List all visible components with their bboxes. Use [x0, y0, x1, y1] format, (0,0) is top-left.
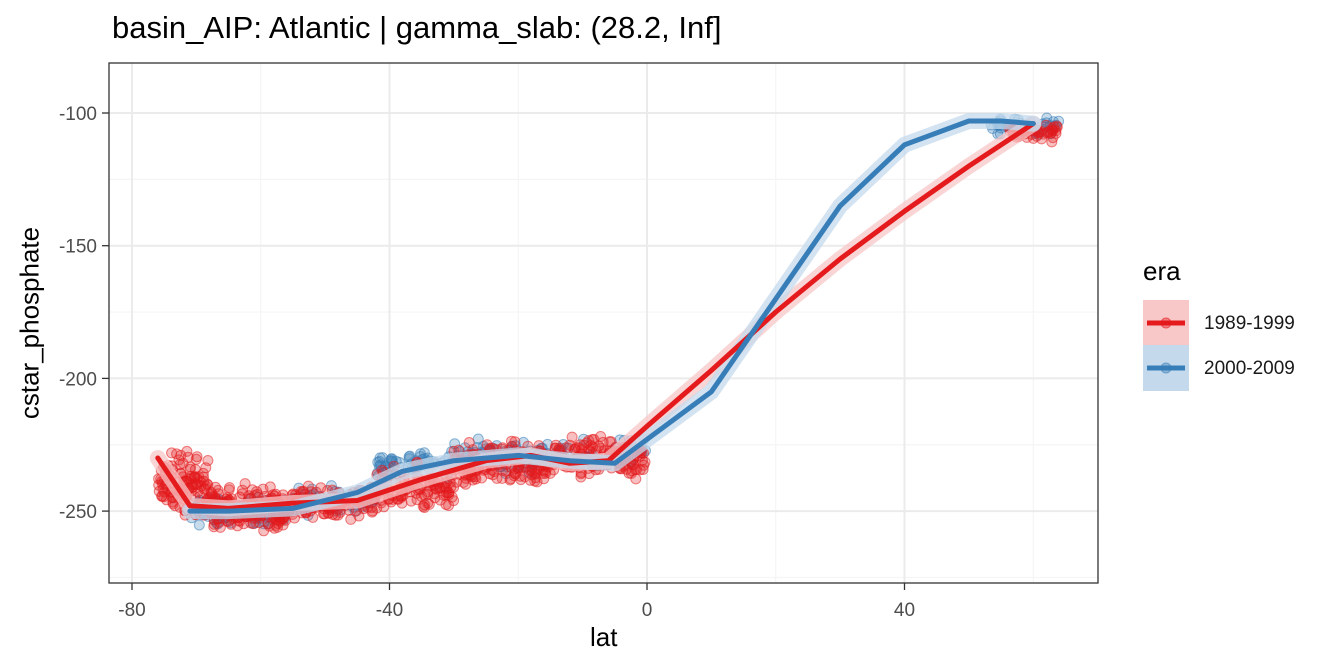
point-1989-1999	[345, 513, 357, 525]
point-1989-1999	[442, 487, 454, 499]
point-2000-2009	[193, 519, 205, 531]
point-1989-1999	[467, 474, 479, 486]
y-tick-label: -100	[59, 104, 97, 125]
point-1989-1999	[264, 481, 276, 493]
point-1989-1999	[422, 497, 434, 509]
point-1989-1999	[181, 445, 193, 457]
point-1989-1999	[315, 482, 327, 494]
point-2000-2009	[374, 452, 386, 464]
point-1989-1999	[202, 455, 214, 466]
point-1989-1999	[253, 517, 265, 529]
legend-keys	[1143, 300, 1189, 391]
point-1989-1999	[583, 435, 595, 447]
point-1989-1999	[177, 457, 189, 469]
point-1989-1999	[434, 494, 446, 506]
point-1989-1999	[258, 525, 270, 537]
point-1989-1999	[236, 484, 248, 496]
plot-frame	[108, 62, 1099, 584]
point-1989-1999	[189, 471, 201, 483]
panel-border	[108, 62, 1099, 584]
x-tick-label: 0	[642, 600, 653, 621]
x-tick-label: 40	[894, 600, 915, 621]
point-1989-1999	[628, 458, 639, 470]
y-tick-label: -250	[59, 502, 97, 523]
point-1989-1999	[491, 472, 503, 484]
point-1989-1999	[463, 437, 475, 448]
chart-title: basin_AIP: Atlantic | gamma_slab: (28.2,…	[112, 10, 722, 45]
point-1989-1999	[450, 476, 462, 488]
point-1989-1999	[171, 448, 183, 460]
point-1989-1999	[604, 436, 616, 448]
point-1989-1999	[509, 467, 521, 479]
x-axis-label: lat	[590, 622, 618, 652]
point-1989-1999	[411, 494, 423, 506]
point-1989-1999	[302, 480, 314, 492]
point-1989-1999	[443, 500, 455, 511]
y-axis-label: cstar_phosphate	[14, 226, 45, 420]
point-1989-1999	[519, 471, 531, 483]
point-2000-2009	[418, 447, 430, 459]
point-1989-1999	[1046, 136, 1058, 148]
point-1989-1999	[429, 482, 441, 494]
legend-label-2000-2009: 2000-2009	[1204, 358, 1295, 379]
smooth-line-1989-1999	[155, 121, 1036, 511]
legend-title: era	[1143, 256, 1181, 286]
point-1989-1999	[223, 484, 235, 496]
point-1989-1999	[595, 431, 607, 442]
y-tick-label: -150	[59, 237, 97, 258]
point-1989-1999	[239, 478, 251, 490]
point-1989-1999	[1048, 121, 1060, 133]
smooth-lines	[155, 118, 1036, 514]
x-tick-label: -80	[118, 600, 145, 621]
point-1989-1999	[566, 431, 578, 443]
point-1989-1999	[213, 488, 224, 500]
legend-label-1989-1999: 1989-1999	[1204, 313, 1295, 334]
legend-key-point-1989-1999	[1160, 317, 1172, 329]
point-1989-1999	[500, 465, 512, 477]
legend-key-point-2000-2009	[1160, 362, 1172, 374]
x-tick-label: -40	[376, 600, 403, 621]
point-1989-1999	[193, 471, 205, 483]
smooth-line-2000-2009	[187, 118, 1036, 514]
point-1989-1999	[481, 439, 493, 451]
point-1989-1999	[332, 509, 344, 521]
point-1989-1999	[625, 467, 637, 479]
axis-ticks: -80 -40 0 40 -100 -150 -200 -250	[59, 104, 915, 621]
y-tick-label: -200	[59, 369, 97, 390]
point-1989-1999	[191, 451, 203, 463]
point-1989-1999	[530, 472, 542, 484]
